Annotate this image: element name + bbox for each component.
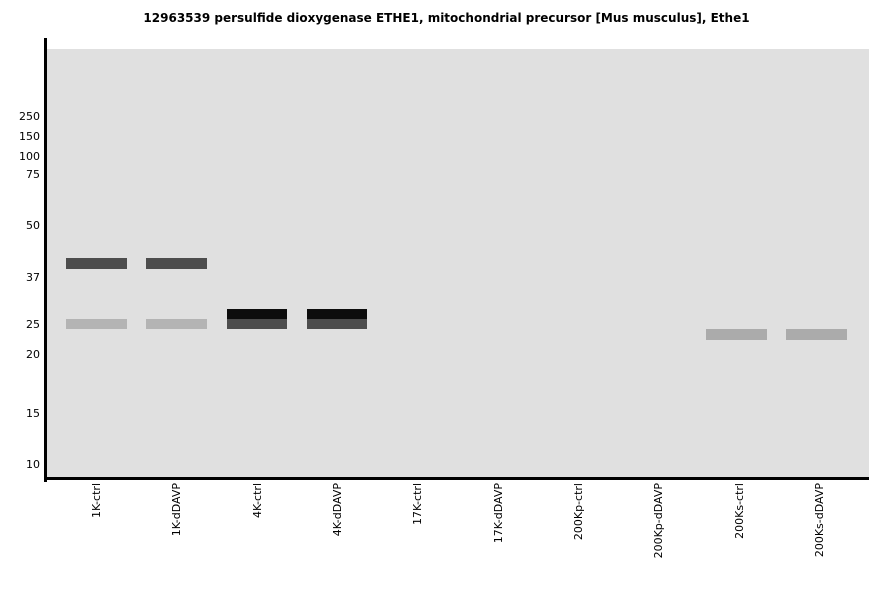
band-200Ks-ctrl-24kda [706, 329, 767, 340]
band-4K-dDAVP-26kda [307, 309, 367, 319]
x-lane-label-17K-dDAVP: 17K-dDAVP [492, 483, 505, 544]
y-tick-label-25: 25 [26, 318, 40, 331]
band-4K-ctrl-26kda [227, 309, 287, 319]
x-lane-label-4K-ctrl: 4K-ctrl [251, 483, 264, 518]
band-4K-dDAVP-25kda [307, 319, 367, 329]
y-tick-label-50: 50 [26, 219, 40, 232]
x-lane-label-200Kp-ctrl: 200Kp-ctrl [572, 483, 585, 541]
y-tick-label-37: 37 [26, 271, 40, 284]
y-tick-label-250: 250 [19, 110, 40, 123]
y-tick-label-10: 10 [26, 458, 40, 471]
x-lane-label-4K-dDAVP: 4K-dDAVP [331, 483, 344, 537]
x-lane-label-1K-dDAVP: 1K-dDAVP [170, 483, 183, 537]
y-tick-label-100: 100 [19, 150, 40, 163]
x-lane-label-200Ks-ctrl: 200Ks-ctrl [733, 483, 746, 539]
band-1K-dDAVP-25kda [146, 319, 207, 329]
x-lane-label-17K-ctrl: 17K-ctrl [411, 483, 424, 525]
y-tick-label-15: 15 [26, 407, 40, 420]
y-tick-label-75: 75 [26, 168, 40, 181]
band-1K-ctrl-40kda [66, 258, 127, 269]
x-lane-label-1K-ctrl: 1K-ctrl [90, 483, 103, 518]
chart-title: 12963539 persulfide dioxygenase ETHE1, m… [143, 11, 750, 25]
band-4K-ctrl-25kda [227, 319, 287, 329]
band-200Ks-dDAVP-24kda [786, 329, 847, 340]
y-tick-label-150: 150 [19, 130, 40, 143]
band-1K-ctrl-25kda [66, 319, 127, 329]
y-tick-label-20: 20 [26, 348, 40, 361]
x-lane-label-200Kp-dDAVP: 200Kp-dDAVP [652, 483, 665, 559]
band-1K-dDAVP-40kda [146, 258, 207, 269]
x-axis-line [44, 477, 869, 480]
x-lane-label-200Ks-dDAVP: 200Ks-dDAVP [813, 483, 826, 558]
y-axis-line [44, 38, 47, 482]
